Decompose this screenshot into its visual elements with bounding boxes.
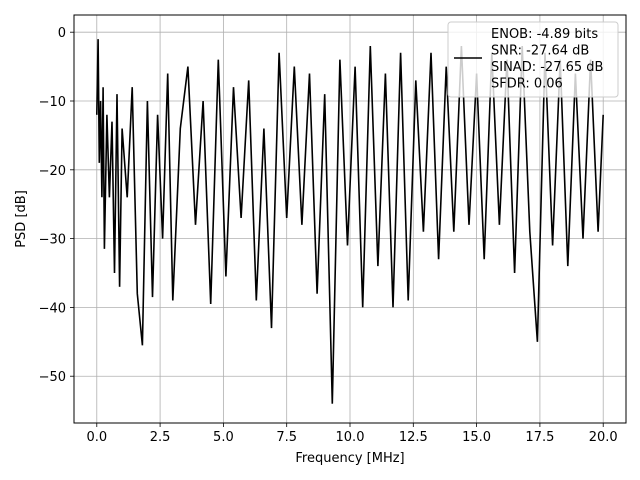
y-tick-label: −50 bbox=[39, 370, 66, 385]
x-tick-label: 7.5 bbox=[276, 430, 297, 445]
x-tick-label: 5.0 bbox=[213, 430, 234, 445]
x-tick-label: 15.0 bbox=[462, 430, 491, 445]
series-line bbox=[96, 39, 604, 404]
grid bbox=[74, 15, 626, 423]
x-tick-label: 10.0 bbox=[336, 430, 365, 445]
y-tick-label: −30 bbox=[39, 233, 66, 248]
x-axis-ticks: 0.0 2.5 5.0 7.5 10.0 12.5 15.0 17.5 20.0 bbox=[86, 423, 618, 445]
y-axis-ticks: 0 −10 −20 −30 −40 −50 bbox=[39, 26, 74, 385]
legend-entry-sinad: SINAD: -27.65 dB bbox=[491, 60, 603, 75]
x-tick-label: 20.0 bbox=[589, 430, 618, 445]
legend-box bbox=[447, 21, 619, 98]
y-tick-label: −40 bbox=[39, 301, 66, 316]
y-axis-label: PSD [dB] bbox=[14, 190, 29, 248]
x-tick-label: 12.5 bbox=[399, 430, 428, 445]
legend-entry-snr: SNR: -27.64 dB bbox=[491, 44, 589, 59]
y-tick-label: 0 bbox=[58, 26, 66, 41]
legend: ENOB: -4.89 bits SNR: -27.64 dB SINAD: -… bbox=[447, 21, 619, 98]
x-tick-label: 2.5 bbox=[150, 430, 171, 445]
y-tick-label: −10 bbox=[39, 95, 66, 110]
legend-entry-sfdr: SFDR: 0.06 bbox=[491, 77, 563, 92]
y-tick-label: −20 bbox=[39, 164, 66, 179]
x-tick-label: 0.0 bbox=[86, 430, 107, 445]
plot-area bbox=[96, 39, 604, 404]
x-axis-label: Frequency [MHz] bbox=[295, 451, 404, 466]
x-tick-label: 17.5 bbox=[525, 430, 554, 445]
legend-entry-enob: ENOB: -4.89 bits bbox=[491, 27, 598, 42]
